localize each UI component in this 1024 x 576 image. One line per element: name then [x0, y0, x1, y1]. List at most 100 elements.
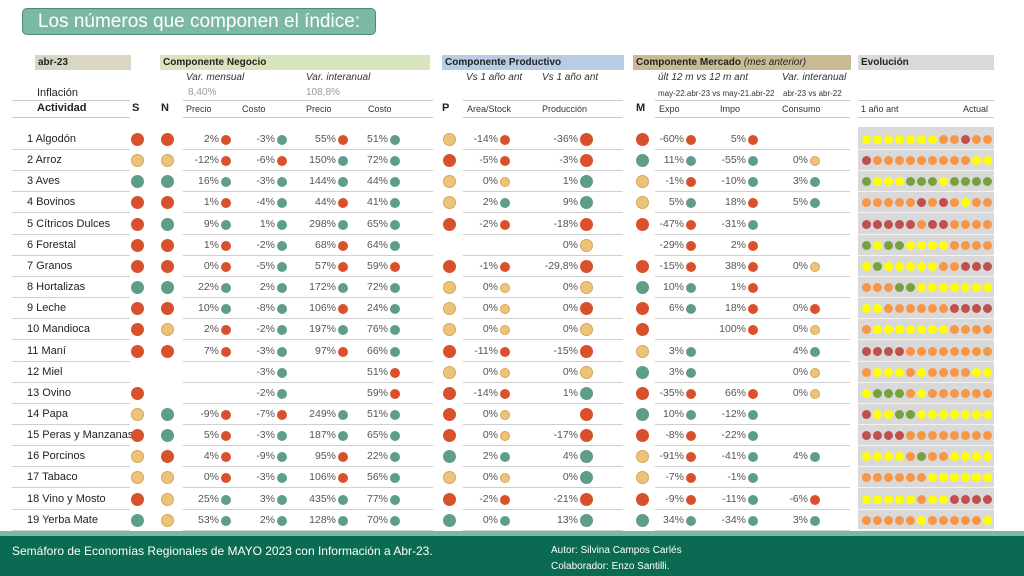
evolution-dot-icon	[917, 409, 926, 419]
evolution-dot-icon	[862, 473, 871, 483]
evolution-divider	[858, 508, 994, 510]
mercado-indicator-icon	[810, 261, 820, 272]
value: 0%	[792, 154, 808, 167]
evolution-dot-icon	[950, 452, 959, 462]
evolution-divider	[858, 297, 994, 299]
value: 2%	[259, 513, 275, 526]
negocio-indicator-icon	[338, 515, 348, 526]
status-n-icon	[161, 429, 174, 443]
value: 2%	[203, 133, 219, 145]
row-divider	[183, 170, 433, 172]
value: -9%	[665, 492, 684, 505]
evolution-divider	[858, 254, 994, 256]
evolution-dot-icon	[983, 367, 992, 377]
evolution-dot-icon	[895, 304, 904, 314]
evolution-dot-icon	[884, 367, 893, 377]
evolution-dot-icon	[939, 177, 948, 187]
inflation-monthly: 8,40%	[188, 87, 217, 98]
value: 34%	[662, 513, 684, 526]
evolution-dot-icon	[928, 388, 937, 398]
col-precio-i: Precio	[306, 104, 332, 114]
evolution-dot-icon	[939, 219, 948, 229]
evolution-dot-icon	[873, 494, 882, 504]
evolution-dot-icon	[884, 431, 893, 441]
value: 100%	[719, 323, 746, 336]
footer-accent	[0, 531, 1024, 536]
status-s-icon	[131, 196, 144, 210]
evolution-dot-icon	[950, 198, 959, 208]
evolution-dot-icon	[862, 219, 871, 229]
status-s-icon	[131, 513, 144, 527]
status-m-icon	[636, 450, 649, 464]
evolution-dot-icon	[961, 240, 970, 250]
row-divider	[183, 275, 433, 277]
row-divider	[12, 466, 130, 468]
negocio-indicator-icon	[221, 515, 231, 526]
row-divider	[655, 508, 850, 510]
negocio-indicator-icon	[338, 304, 348, 315]
evolution-dot-icon	[972, 388, 981, 398]
value: -12%	[194, 154, 219, 167]
value: 2%	[730, 238, 746, 251]
evolution-dot-icon	[939, 156, 948, 166]
evolution-dot-icon	[895, 452, 904, 462]
evolution-dot-icon	[972, 219, 981, 229]
row-divider	[12, 445, 130, 447]
value: 4%	[203, 450, 219, 463]
row-divider	[463, 508, 623, 510]
mercado-indicator-icon	[686, 431, 696, 442]
productivo-indicator-icon	[500, 219, 510, 230]
evolution-dot-icon	[873, 156, 882, 166]
m-header: M	[636, 102, 646, 114]
value: 3%	[792, 175, 808, 188]
negocio-indicator-icon	[277, 388, 287, 399]
evolution-dot-icon	[939, 515, 948, 525]
evolution-dot-icon	[884, 473, 893, 483]
evolution-dot-icon	[928, 409, 937, 419]
negocio-indicator-icon	[277, 156, 287, 167]
evolution-dot-icon	[906, 198, 915, 208]
value: -15%	[659, 259, 684, 272]
evolution-dot-icon	[873, 452, 882, 462]
evolution-dot-icon	[862, 452, 871, 462]
value: 22%	[197, 281, 219, 294]
activity-name: 10 Mandioca	[27, 323, 90, 336]
mercado-indicator-icon	[748, 198, 758, 209]
evolution-dot-icon	[895, 515, 904, 525]
status-n-icon	[161, 175, 174, 189]
evolution-dot-icon	[939, 409, 948, 419]
value: -1%	[727, 471, 746, 484]
negocio-indicator-icon	[277, 304, 287, 315]
evolution-dot-icon	[895, 431, 904, 441]
negocio-indicator-icon	[277, 452, 287, 463]
value: 44%	[314, 196, 336, 209]
evolution-dot-icon	[895, 156, 904, 166]
mercado-indicator-icon	[748, 240, 758, 251]
evolution-dot-icon	[917, 388, 926, 398]
mercado-indicator-icon	[810, 325, 820, 336]
value: -5%	[256, 259, 275, 272]
evolution-dot-icon	[950, 219, 959, 229]
evolution-dot-icon	[862, 388, 871, 398]
evolution-dot-icon	[961, 135, 970, 144]
value: 197%	[309, 323, 336, 336]
evolution-dot-icon	[961, 452, 970, 462]
table-row: 4 Bovinos 1% -4% 44% 41% 2% 9% 5% 18% 5%	[0, 192, 1024, 214]
productivo-indicator-icon	[580, 154, 593, 168]
productivo-indicator-icon	[500, 135, 510, 145]
evolution-dot-icon	[917, 473, 926, 483]
evolution-dot-icon	[917, 283, 926, 293]
evolution-dot-icon	[906, 177, 915, 187]
evolution-dot-icon	[917, 325, 926, 335]
value: -14%	[473, 133, 498, 145]
row-divider	[183, 318, 433, 320]
value: 72%	[366, 154, 388, 167]
productivo-indicator-icon	[500, 367, 510, 378]
evolution-dot-icon	[862, 135, 871, 144]
evolution-dot-icon	[950, 283, 959, 293]
evolution-dot-icon	[884, 156, 893, 166]
status-s-icon	[131, 175, 144, 189]
negocio-indicator-icon	[221, 431, 231, 442]
value: 95%	[314, 450, 336, 463]
evolution-dot-icon	[873, 367, 882, 377]
